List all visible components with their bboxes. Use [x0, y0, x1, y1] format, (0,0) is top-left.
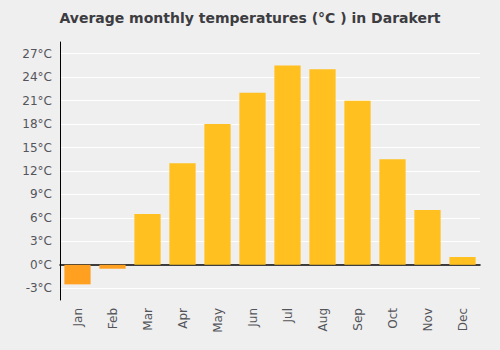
svg-text:21°C: 21°C: [22, 94, 52, 108]
svg-text:15°C: 15°C: [22, 141, 52, 155]
svg-text:18°C: 18°C: [22, 117, 52, 131]
svg-text:Jun: Jun: [246, 308, 260, 328]
svg-text:Feb: Feb: [106, 308, 120, 329]
svg-text:May: May: [211, 308, 225, 333]
svg-text:27°C: 27°C: [22, 47, 52, 61]
svg-text:Mar: Mar: [141, 308, 155, 331]
svg-text:24°C: 24°C: [22, 70, 52, 84]
svg-text:Nov: Nov: [421, 308, 435, 331]
svg-text:Apr: Apr: [176, 308, 190, 329]
svg-text:Jul: Jul: [281, 308, 295, 323]
svg-text:6°C: 6°C: [30, 211, 52, 225]
svg-text:Dec: Dec: [456, 308, 470, 331]
svg-text:9°C: 9°C: [30, 187, 52, 201]
svg-text:Sep: Sep: [351, 308, 365, 331]
svg-text:0°C: 0°C: [30, 258, 52, 272]
svg-text:Aug: Aug: [316, 308, 330, 331]
svg-text:Jan: Jan: [71, 308, 85, 328]
svg-text:-3°C: -3°C: [26, 281, 52, 295]
svg-text:3°C: 3°C: [30, 234, 52, 248]
svg-text:Average monthly temperatures (: Average monthly temperatures (°C ) in Da…: [59, 10, 440, 26]
svg-text:Oct: Oct: [386, 308, 400, 329]
svg-text:12°C: 12°C: [22, 164, 52, 178]
